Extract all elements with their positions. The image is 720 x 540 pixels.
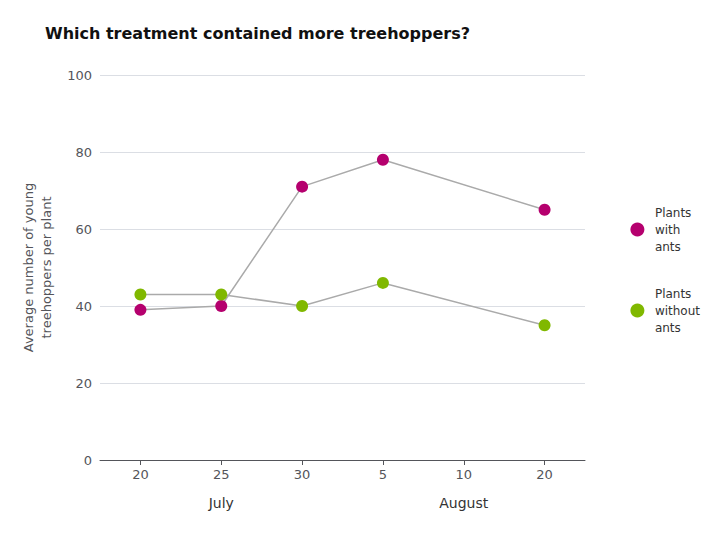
svg-text:Which treatment contained more: Which treatment contained more treehoppe… — [45, 24, 470, 43]
svg-text:10: 10 — [455, 467, 472, 482]
svg-text:20: 20 — [75, 376, 92, 391]
svg-text:100: 100 — [67, 68, 92, 83]
svg-text:ants: ants — [655, 321, 681, 335]
svg-text:20: 20 — [536, 467, 553, 482]
svg-text:Plants: Plants — [655, 287, 692, 301]
svg-text:with: with — [655, 223, 680, 237]
svg-text:40: 40 — [75, 299, 92, 314]
svg-text:30: 30 — [294, 467, 311, 482]
svg-text:25: 25 — [213, 467, 230, 482]
svg-text:20: 20 — [132, 467, 149, 482]
svg-text:July: July — [208, 495, 234, 511]
svg-text:60: 60 — [75, 222, 92, 237]
svg-text:80: 80 — [75, 145, 92, 160]
svg-text:0: 0 — [84, 453, 92, 468]
svg-text:ants: ants — [655, 240, 681, 254]
svg-text:August: August — [439, 495, 489, 511]
svg-text:Plants: Plants — [655, 206, 692, 220]
svg-text:treehoppers per plant: treehoppers per plant — [39, 197, 54, 339]
svg-text:without: without — [655, 304, 700, 318]
svg-text:Average number of young: Average number of young — [21, 183, 36, 352]
svg-text:5: 5 — [379, 467, 387, 482]
